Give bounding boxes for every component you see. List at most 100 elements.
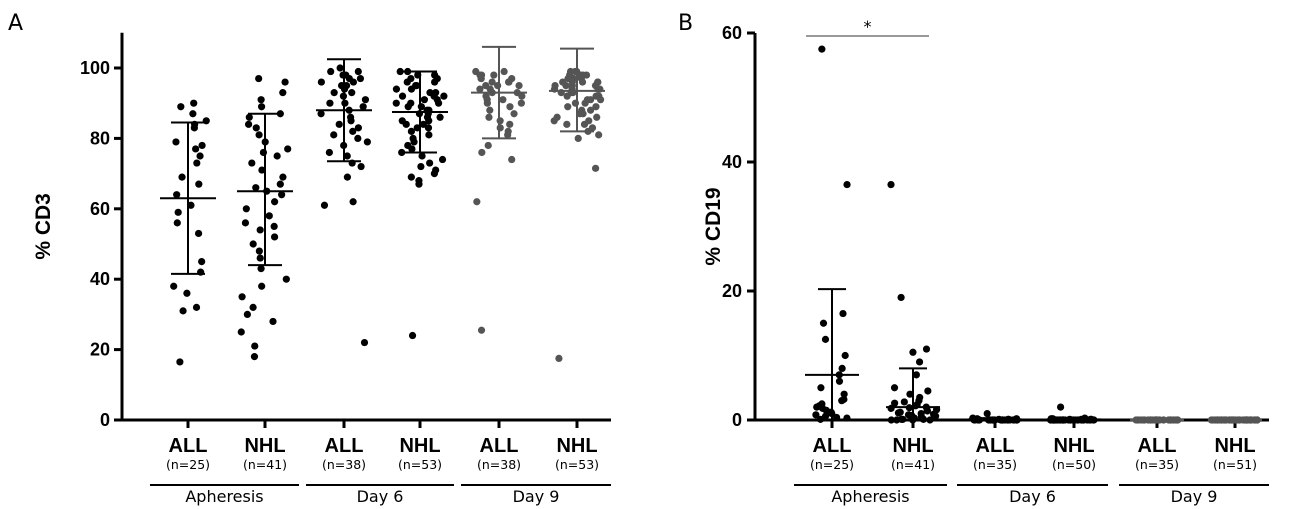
data-point: [473, 198, 481, 206]
data-point: [392, 85, 401, 93]
data-point: [237, 328, 245, 336]
data-point: [255, 74, 263, 83]
y-tick-label: 0: [732, 410, 742, 430]
data-point: [407, 85, 416, 93]
data-point: [245, 113, 253, 121]
data-point: [173, 219, 181, 227]
category-label: NHL: [244, 435, 285, 457]
data-point: [402, 120, 410, 128]
group-label: Apheresis: [185, 487, 263, 506]
data-point: [563, 120, 571, 128]
data-point: [189, 110, 197, 118]
data-point: [926, 416, 934, 424]
data-point: [420, 96, 428, 104]
data-point: [356, 74, 365, 83]
data-point: [238, 293, 246, 301]
data-point: [398, 148, 406, 157]
panel-letter-b: B: [678, 11, 693, 36]
data-point: [476, 85, 484, 93]
data-point: [499, 96, 507, 104]
data-point: [436, 113, 444, 121]
data-point: [269, 317, 277, 326]
data-point: [506, 103, 514, 111]
sample-size-label: (n=38): [477, 457, 521, 472]
data-point: [841, 351, 849, 360]
data-point: [195, 180, 203, 188]
data-point: [330, 89, 338, 97]
data-point: [354, 134, 362, 142]
data-point: [256, 254, 264, 262]
category-label: ALL: [976, 435, 1015, 457]
data-point: [924, 387, 932, 395]
data-point: [596, 96, 605, 104]
data-point: [361, 96, 370, 104]
sample-size-label: (n=51): [1213, 457, 1257, 472]
data-point: [891, 399, 899, 407]
significance-marker: *: [864, 17, 872, 36]
data-point: [478, 148, 486, 157]
data-point: [407, 173, 415, 181]
data-point: [192, 145, 200, 153]
category-label: ALL: [813, 435, 852, 457]
data-point: [354, 124, 362, 132]
data-point: [257, 265, 265, 273]
data-point: [1056, 403, 1065, 411]
y-tick-label: 0: [100, 410, 110, 430]
data-point: [176, 358, 184, 366]
data-point: [932, 412, 940, 420]
data-point: [359, 103, 367, 111]
data-point: [438, 155, 447, 164]
data-point: [592, 103, 600, 111]
data-point: [488, 78, 496, 86]
data-point: [349, 78, 358, 86]
data-point: [327, 67, 335, 76]
data-point: [887, 404, 895, 412]
y-tick-label: 40: [722, 152, 742, 172]
data-point: [576, 110, 584, 118]
data-point: [508, 155, 516, 164]
data-point: [194, 229, 203, 238]
data-point: [593, 113, 601, 121]
data-point: [426, 159, 434, 167]
data-point: [392, 99, 400, 107]
data-point: [174, 208, 182, 216]
data-point: [440, 92, 448, 100]
data-point: [900, 398, 908, 406]
group-label: Day 9: [513, 487, 560, 506]
data-point: [425, 131, 433, 139]
data-point: [363, 138, 371, 146]
data-point: [187, 201, 195, 209]
data-point: [559, 78, 567, 86]
data-point: [317, 78, 325, 86]
data-point: [265, 212, 273, 220]
data-point: [835, 377, 844, 385]
data-point: [249, 240, 257, 248]
data-point: [271, 198, 279, 206]
group-label: Day 6: [1009, 487, 1056, 506]
data-point: [486, 106, 494, 114]
data-point: [555, 354, 563, 362]
data-point: [196, 152, 204, 160]
data-point: [413, 82, 421, 90]
data-point: [251, 342, 259, 350]
data-point: [840, 390, 848, 398]
data-point: [360, 338, 369, 347]
sample-size-label: (n=41): [243, 457, 287, 472]
y-tick-label: 80: [90, 128, 110, 148]
data-point: [923, 407, 931, 415]
data-point: [349, 198, 357, 206]
data-point: [252, 124, 260, 132]
data-point: [415, 180, 423, 188]
data-point: [595, 131, 603, 139]
data-point: [839, 309, 847, 318]
sample-size-label: (n=25): [810, 457, 854, 472]
data-point: [485, 113, 493, 121]
sample-size-label: (n=41): [891, 457, 935, 472]
category-label: NHL: [1053, 435, 1094, 457]
data-point: [183, 289, 191, 297]
data-point: [518, 92, 526, 100]
data-point: [418, 152, 426, 160]
data-point: [550, 117, 558, 125]
panel-letter-a: A: [8, 11, 23, 36]
